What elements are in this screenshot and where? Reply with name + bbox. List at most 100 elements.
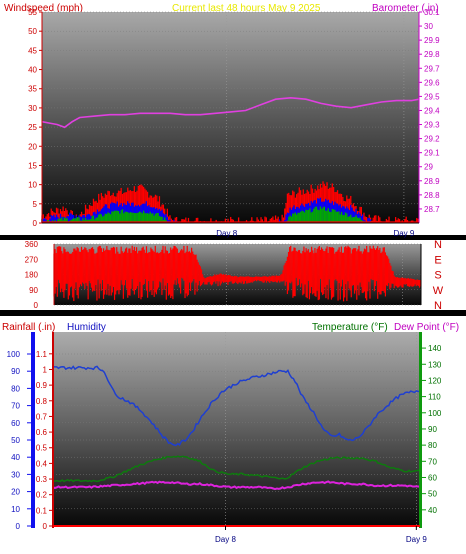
bottom-x-tick-label: Day 8 [215,535,236,544]
rainfall-tick-label: 0.1 [36,506,48,515]
humidity-tick-label: 100 [7,350,21,359]
temperature-tick-label: 40 [428,506,437,515]
rainfall-tick-label: 0.7 [36,412,48,421]
rainfall-tick-label: 0.4 [36,459,48,468]
top-header-center: Current last 48 hours May 9 2025 [172,3,321,14]
top-right-tick-label: 29.9 [424,36,440,45]
temperature-tick-label: 100 [428,409,442,418]
temperature-ticks: 40 50 60 70 80 90 100 110 120 130 140 [422,344,442,515]
mid-left-tick-label: 0 [34,301,39,310]
top-right-tick-label: 29 [424,163,433,172]
temperature-series [52,455,421,483]
humidity-tick-label: 80 [11,384,20,393]
top-left-tick-label: 30 [28,104,37,113]
humidity-tick-label: 60 [11,419,20,428]
mid-compass-label: N [434,300,442,312]
mid-compass-label: E [434,254,441,266]
top-right-tick-label: 28.8 [424,191,440,200]
humidity-ticks: 0 10 20 30 40 50 60 70 80 90 100 [7,350,31,531]
bottom-x-tick-label: Day 9 [406,535,427,544]
temperature-tick-label: 90 [428,425,437,434]
separator-top [0,235,466,240]
mid-left-tick-label: 360 [25,240,39,249]
temperature-tick-label: 130 [428,360,442,369]
mid-grid [54,243,421,306]
mid-series [53,245,422,302]
rainfall-tick-label: 1.1 [36,350,48,359]
top-right-tick-label: 30.1 [424,8,440,17]
top-left-tick-label: 35 [28,85,37,94]
mid-left-tick-label: 270 [25,255,39,264]
humidity-tick-label: 70 [11,402,20,411]
top-x-tick-label: Day 9 [393,229,414,238]
top-right-tick-label: 29.2 [424,135,440,144]
rainfall-tick-label: 0.8 [36,397,48,406]
humidity-tick-label: 90 [11,367,20,376]
top-left-tick-label: 25 [28,123,37,132]
top-left-tick-label: 55 [28,8,37,17]
mid-left-tick-label: 90 [29,286,38,295]
temperature-tick-label: 110 [428,393,441,402]
humidity-tick-label: 10 [11,505,20,514]
humidity-tick-label: 0 [16,522,21,531]
rainfall-tick-label: 0.9 [36,381,48,390]
humidity-axis-bar [31,332,35,528]
rainfall-tick-label: 0.5 [36,444,48,453]
top-left-tick-label: 0 [33,219,38,228]
top-left-tick-label: 5 [33,200,38,209]
mid-left-tick-label: 180 [25,271,39,280]
dewpoint-series [52,480,421,491]
mid-left-ticks: 0 90 180 270 360 [25,240,39,310]
humidity-tick-label: 40 [11,453,20,462]
temperature-tick-label: 80 [428,441,437,450]
temperature-tick-label: 60 [428,473,437,482]
top-right-tick-label: 29.7 [424,64,440,73]
top-left-tick-label: 40 [28,66,37,75]
temperature-tick-label: 140 [428,344,442,353]
rainfall-tick-label: 0 [43,522,48,531]
top-right-tick-label: 28.7 [424,205,440,214]
top-grid [42,11,419,224]
bottom-x-ticks: Day 8 Day 9 [215,526,427,544]
temperature-tick-label: 70 [428,457,437,466]
rainfall-tick-label: 0.6 [36,428,48,437]
top-right-tick-label: 29.8 [424,50,440,59]
bottom-header-humidity: Humidity [67,322,106,333]
barometer-series [41,96,420,129]
top-left-tick-label: 20 [28,142,37,151]
top-right-ticks: 28.7 28.8 28.9 29 29.1 29.2 29.3 29.4 29.5 29.6 29… [419,8,440,214]
temperature-tick-label: 120 [428,376,442,385]
bottom-header-dewpoint: Dew Point (°F) [394,322,459,333]
top-plot-area [42,12,419,223]
top-right-tick-label: 29.1 [424,149,440,158]
temperature-tick-label: 50 [428,490,437,499]
humidity-tick-label: 20 [11,488,20,497]
mid-compass-label: N [434,239,442,251]
temperature-axis-bar [419,332,422,528]
wind-barometer-chart: Windspeed (mph) Current last 48 hours Ma… [4,3,440,238]
rainfall-tick-label: 1 [43,365,48,374]
top-left-ticks: 0 5 10 15 20 25 30 35 40 45 50 55 [28,8,42,228]
rainfall-ticks: 0 0.1 0.2 0.3 0.4 0.5 0.6 0.7 0.8 0.9 1 1.1 [36,350,53,531]
top-header-right: Barometer (.in) [372,3,439,14]
bottom-plot-area [53,332,420,526]
separator-bottom [0,310,466,316]
top-right-tick-label: 29.6 [424,78,440,87]
top-x-ticks: Day 8 Day 9 [216,229,415,238]
top-x-tick-label: Day 8 [216,229,237,238]
top-left-tick-label: 50 [28,27,37,36]
top-right-tick-label: 30 [424,22,433,31]
top-left-tick-label: 15 [28,161,37,170]
rainfall-tick-label: 0.2 [36,491,48,500]
rainfall-tick-label: 0.3 [36,475,48,484]
mid-compass-label: S [434,270,441,282]
humidity-series [52,365,421,447]
top-left-tick-label: 45 [28,46,37,55]
top-right-tick-label: 29.4 [424,106,440,115]
top-right-tick-label: 29.5 [424,92,440,101]
top-right-tick-label: 29.3 [424,121,440,130]
top-left-tick-label: 10 [28,181,37,190]
top-right-tick-label: 28.9 [424,177,440,186]
